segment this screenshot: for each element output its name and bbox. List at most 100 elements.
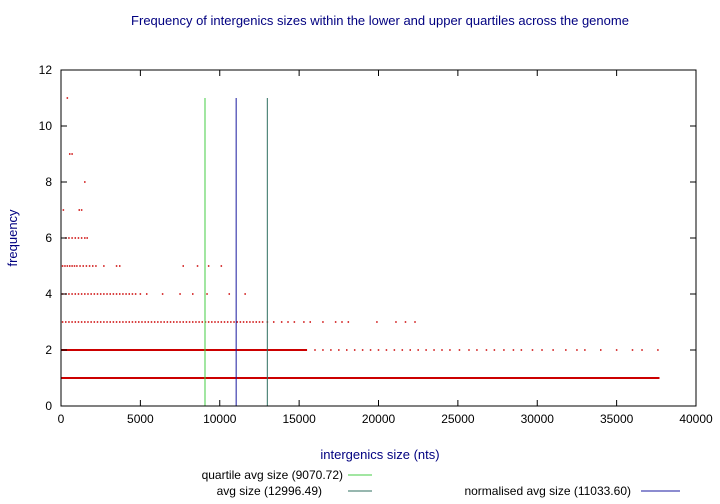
data-point (150, 321, 153, 323)
data-point (74, 237, 77, 239)
data-point (68, 237, 70, 239)
x-axis-label: intergenics size (nts) (320, 447, 439, 462)
data-point (90, 321, 92, 323)
data-point (118, 321, 121, 323)
data-point (71, 321, 73, 323)
data-point (182, 265, 184, 267)
y-tick-label: 10 (39, 119, 53, 133)
data-point (201, 321, 204, 323)
data-point (631, 349, 634, 351)
data-point (92, 265, 94, 267)
data-point (169, 321, 172, 323)
data-point (179, 321, 181, 323)
x-tick-label: 40000 (679, 412, 713, 426)
data-point (244, 293, 246, 295)
y-tick-label: 8 (45, 175, 52, 189)
data-point (220, 321, 223, 323)
data-point (192, 321, 194, 323)
data-point (109, 293, 111, 295)
data-point (122, 321, 124, 323)
data-point (409, 349, 411, 351)
data-point (565, 349, 567, 351)
data-point (88, 265, 91, 267)
data-point (417, 349, 419, 351)
data-point (157, 321, 159, 323)
data-point (64, 265, 66, 267)
data-point (68, 321, 70, 323)
data-point (258, 321, 261, 323)
data-point (84, 237, 86, 239)
data-point (77, 321, 80, 323)
data-point (641, 349, 643, 351)
data-point (77, 237, 80, 239)
data-point (161, 293, 164, 295)
data-point (141, 321, 143, 323)
data-point (233, 321, 235, 323)
data-point (71, 293, 73, 295)
data-point (239, 321, 242, 323)
data-point (138, 321, 140, 323)
legend-label: quartile avg size (9070.72) (202, 468, 343, 482)
data-point (192, 293, 194, 295)
data-point (512, 349, 515, 351)
data-point (249, 321, 251, 323)
data-point (61, 321, 64, 323)
y-axis: 0 2 4 6 8 10 12 (39, 63, 696, 413)
data-point (176, 321, 178, 323)
data-point (84, 181, 86, 183)
data-point (226, 321, 229, 323)
data-point (103, 293, 105, 295)
data-point (115, 293, 118, 295)
data-point (377, 349, 380, 351)
legend: quartile avg size (9070.72) avg size (129… (202, 468, 680, 498)
data-point (112, 293, 115, 295)
data-point (71, 265, 73, 267)
data-point (330, 349, 332, 351)
data-point (76, 265, 78, 267)
data-point (87, 293, 89, 295)
data-point (68, 153, 71, 155)
data-point (131, 293, 134, 295)
data-point (65, 321, 67, 323)
data-point (211, 321, 213, 323)
data-point (118, 265, 121, 267)
data-point (74, 321, 77, 323)
data-point (115, 321, 118, 323)
data-point (657, 349, 659, 351)
data-point (346, 349, 348, 351)
data-point (414, 321, 416, 323)
data-point (195, 321, 197, 323)
chart-title: Frequency of intergenics sizes within th… (131, 13, 629, 28)
x-tick-label: 15000 (282, 412, 316, 426)
data-point (62, 209, 65, 211)
data-point (361, 349, 364, 351)
data-point (77, 293, 80, 295)
data-point (71, 237, 73, 239)
data-point (576, 349, 578, 351)
data-point (68, 265, 71, 267)
data-point (163, 321, 165, 323)
data-point (128, 293, 131, 295)
legend-label: normalised avg size (11033.60) (464, 484, 631, 498)
data-point (347, 321, 350, 323)
data-point (261, 321, 264, 323)
data-point (179, 293, 181, 295)
data-point (144, 321, 146, 323)
data-point (198, 321, 200, 323)
data-point (217, 321, 219, 323)
data-point (95, 265, 97, 267)
data-point (185, 321, 188, 323)
data-point (206, 293, 208, 295)
data-point (220, 265, 223, 267)
data-point (131, 321, 134, 323)
data-point (118, 293, 121, 295)
data-point (272, 321, 275, 323)
x-tick-label: 35000 (600, 412, 634, 426)
data-point (458, 349, 461, 351)
x-tick-label: 0 (58, 412, 65, 426)
data-point (87, 321, 89, 323)
data-point (236, 321, 238, 323)
data-point (393, 349, 396, 351)
data-point (73, 265, 76, 267)
